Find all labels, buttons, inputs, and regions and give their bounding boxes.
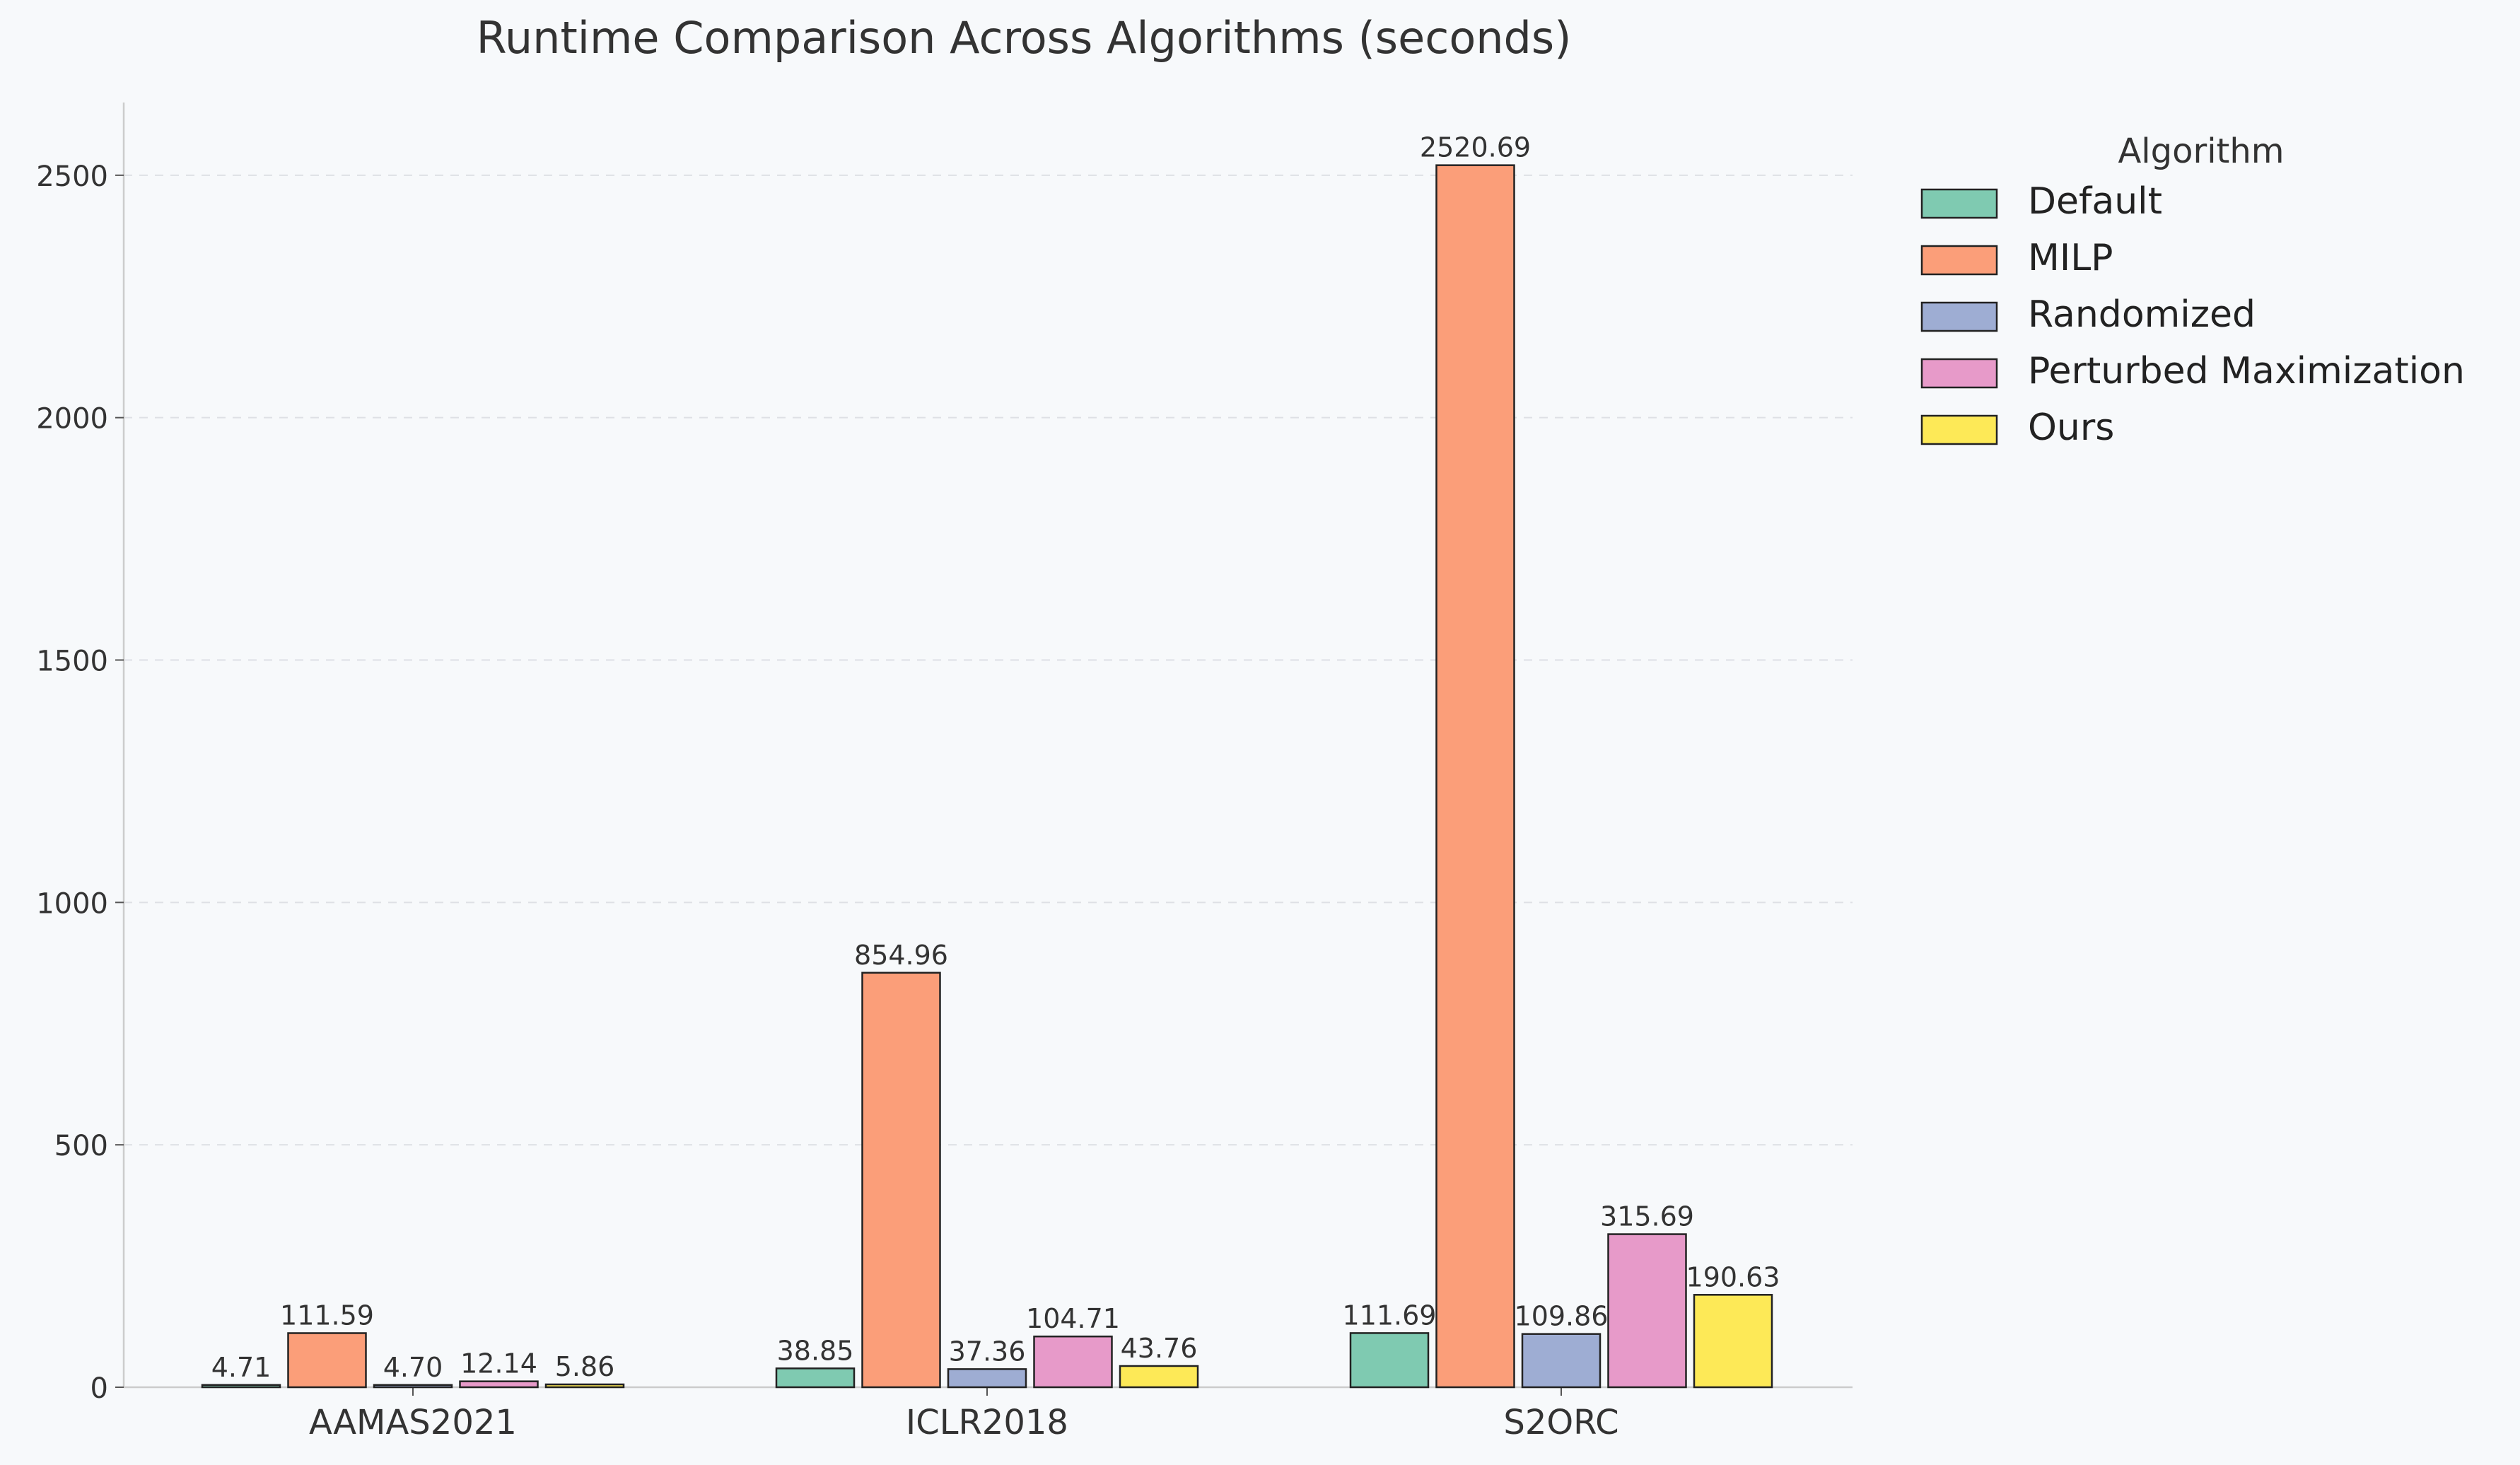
x-tick-label: AAMAS2021 (309, 1403, 517, 1442)
bar-value-label: 315.69 (1600, 1201, 1694, 1232)
bar-value-label: 2520.69 (1420, 132, 1531, 163)
y-tick-label: 1500 (36, 646, 108, 678)
bar-perturbed-maximization-aamas2021 (459, 1380, 539, 1389)
y-tick-label: 0 (91, 1372, 108, 1405)
bar-value-label: 43.76 (1121, 1333, 1198, 1364)
bar-value-label: 190.63 (1686, 1261, 1780, 1292)
bar-value-label: 109.86 (1515, 1301, 1609, 1332)
legend-swatch-perturbed-maximization (1920, 358, 1998, 389)
bar-value-label: 104.71 (1026, 1303, 1120, 1334)
chart-title: Runtime Comparison Across Algorithms (se… (477, 12, 1572, 64)
bar-default-aamas2021 (201, 1384, 281, 1389)
bar-value-label: 12.14 (460, 1348, 537, 1379)
y-tick-label: 1000 (36, 887, 108, 920)
bar-default-s2orc (1349, 1332, 1430, 1389)
bar-value-label: 38.85 (777, 1335, 854, 1366)
legend-title: Algorithm (2118, 132, 2284, 171)
bar-randomized-s2orc (1521, 1333, 1602, 1389)
bar-ours-s2orc (1693, 1294, 1773, 1389)
bar-value-label: 111.59 (280, 1300, 374, 1331)
legend-swatch-default (1920, 188, 1998, 219)
bar-milp-iclr2018 (861, 971, 941, 1389)
legend-label: Default (2028, 180, 2162, 223)
y-tick-label: 2500 (36, 160, 108, 193)
bar-perturbed-maximization-s2orc (1607, 1233, 1687, 1389)
bar-value-label: 854.96 (854, 940, 948, 971)
x-tick-label: ICLR2018 (906, 1403, 1068, 1442)
bar-randomized-aamas2021 (373, 1384, 453, 1389)
legend-label: Perturbed Maximization (2028, 350, 2465, 392)
y-tick-label: 2000 (36, 403, 108, 436)
legend-label: Ours (2028, 407, 2114, 449)
bar-milp-s2orc (1435, 164, 1515, 1389)
legend-label: Randomized (2028, 293, 2256, 336)
bar-ours-aamas2021 (544, 1383, 625, 1389)
x-tick-label: S2ORC (1503, 1403, 1618, 1442)
bar-milp-aamas2021 (287, 1332, 367, 1389)
legend-swatch-milp (1920, 245, 1998, 276)
bar-default-iclr2018 (775, 1367, 856, 1389)
legend-label: MILP (2028, 237, 2113, 279)
bar-value-label: 37.36 (949, 1336, 1026, 1367)
bar-value-label: 4.70 (383, 1352, 443, 1383)
bar-ours-iclr2018 (1119, 1365, 1199, 1389)
legend: Algorithm Default MILP Randomized Perturbed… (1920, 132, 2465, 449)
bar-randomized-iclr2018 (947, 1368, 1027, 1389)
bar-perturbed-maximization-iclr2018 (1033, 1335, 1113, 1389)
y-tick-label: 500 (54, 1130, 108, 1162)
bar-value-label: 111.69 (1343, 1300, 1437, 1331)
bar-value-label: 5.86 (555, 1351, 615, 1382)
legend-swatch-ours (1920, 414, 1998, 445)
legend-swatch-randomized (1920, 301, 1998, 332)
plot-area: 0 500 1000 1500 2000 2500 AAMAS2021 4.71 111.59 4… (36, 103, 1853, 1442)
bar-value-label: 4.71 (211, 1352, 272, 1383)
